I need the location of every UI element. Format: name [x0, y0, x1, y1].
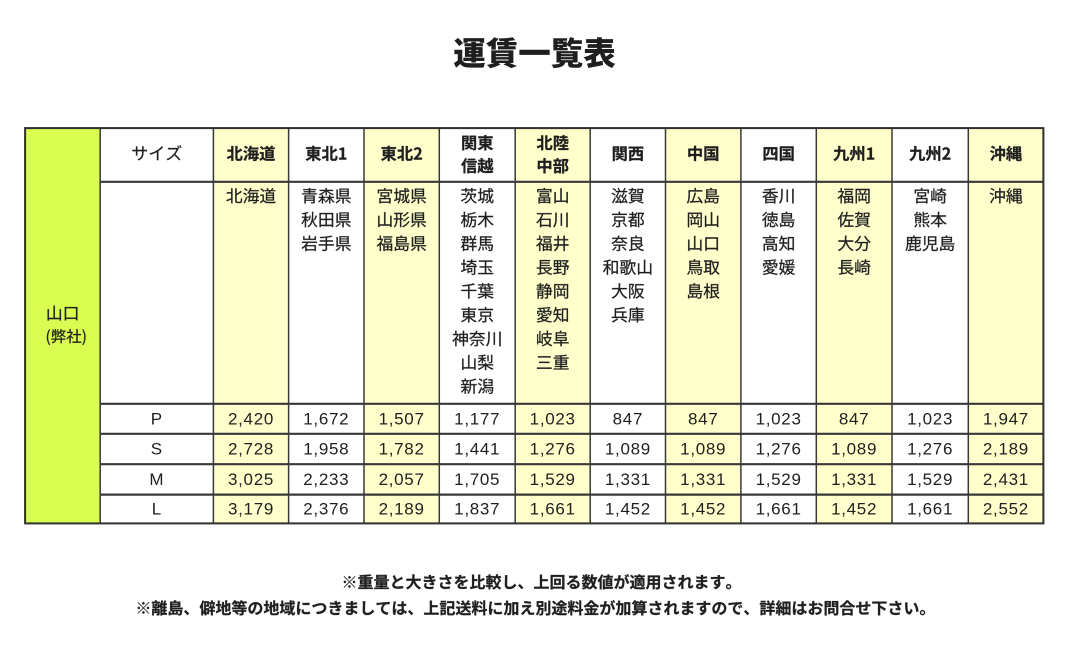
svg-text:2,728: 2,728: [228, 440, 274, 459]
svg-text:1,452: 1,452: [680, 500, 726, 519]
svg-text:1,705: 1,705: [454, 470, 500, 489]
svg-text:1,529: 1,529: [907, 470, 953, 489]
svg-text:2,420: 2,420: [228, 409, 274, 428]
svg-text:1,177: 1,177: [454, 409, 500, 428]
svg-text:1,452: 1,452: [605, 500, 651, 519]
svg-text:1,023: 1,023: [530, 409, 576, 428]
svg-text:1,276: 1,276: [907, 440, 953, 459]
svg-text:3,179: 3,179: [228, 500, 274, 519]
svg-text:847: 847: [839, 409, 869, 428]
svg-text:1,452: 1,452: [831, 500, 877, 519]
svg-text:2,189: 2,189: [379, 500, 425, 519]
svg-text:1,661: 1,661: [907, 500, 953, 519]
svg-text:1,947: 1,947: [983, 409, 1029, 428]
svg-text:L: L: [152, 500, 162, 519]
svg-text:1,023: 1,023: [907, 409, 953, 428]
svg-text:1,661: 1,661: [756, 500, 802, 519]
svg-text:2,233: 2,233: [303, 470, 349, 489]
svg-text:1,331: 1,331: [605, 470, 651, 489]
svg-text:3,025: 3,025: [228, 470, 274, 489]
svg-text:P: P: [151, 409, 163, 428]
svg-text:1,507: 1,507: [379, 409, 425, 428]
svg-text:1,782: 1,782: [379, 440, 425, 459]
svg-text:1,529: 1,529: [530, 470, 576, 489]
svg-text:1,089: 1,089: [605, 440, 651, 459]
svg-text:2,376: 2,376: [303, 500, 349, 519]
svg-text:2,552: 2,552: [983, 500, 1029, 519]
svg-text:1,276: 1,276: [530, 440, 576, 459]
svg-text:1,837: 1,837: [454, 500, 500, 519]
svg-text:2,189: 2,189: [983, 440, 1029, 459]
svg-text:1,672: 1,672: [303, 409, 349, 428]
svg-text:1,661: 1,661: [530, 500, 576, 519]
svg-text:1,441: 1,441: [454, 440, 500, 459]
svg-text:S: S: [151, 440, 163, 459]
svg-text:2,431: 2,431: [983, 470, 1029, 489]
svg-text:1,089: 1,089: [831, 440, 877, 459]
svg-text:1,529: 1,529: [756, 470, 802, 489]
svg-text:847: 847: [613, 409, 643, 428]
svg-text:2,057: 2,057: [379, 470, 425, 489]
svg-text:1,276: 1,276: [756, 440, 802, 459]
svg-text:1,331: 1,331: [680, 470, 726, 489]
svg-text:1,023: 1,023: [756, 409, 802, 428]
svg-text:1,331: 1,331: [831, 470, 877, 489]
svg-text:1,089: 1,089: [680, 440, 726, 459]
svg-text:M: M: [149, 470, 164, 489]
svg-text:1,958: 1,958: [303, 440, 349, 459]
svg-text:847: 847: [688, 409, 718, 428]
